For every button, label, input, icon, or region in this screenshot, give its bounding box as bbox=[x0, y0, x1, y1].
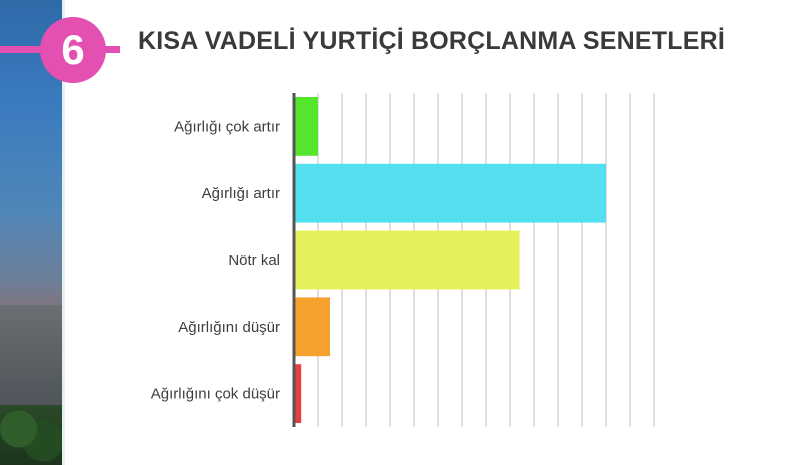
slide-title: KISA VADELİ YURTİÇİ BORÇLANMA SENETLERİ bbox=[138, 27, 725, 55]
bar bbox=[294, 364, 302, 423]
panel-divider bbox=[62, 0, 65, 465]
slide-number-badge: 6 bbox=[40, 17, 106, 83]
category-label: Nötr kal bbox=[228, 252, 280, 269]
trees-image bbox=[0, 405, 62, 465]
background-photo-strip bbox=[0, 0, 62, 465]
category-label: Ağırlığını düşür bbox=[178, 319, 280, 336]
bar bbox=[294, 230, 520, 290]
bar bbox=[294, 163, 606, 223]
category-label: Ağırlığı artır bbox=[202, 185, 280, 202]
category-label: Ağırlığı çok artır bbox=[174, 118, 280, 135]
bar bbox=[294, 297, 330, 357]
category-label: Ağırlığını çok düşür bbox=[151, 386, 280, 403]
bar bbox=[294, 97, 318, 156]
